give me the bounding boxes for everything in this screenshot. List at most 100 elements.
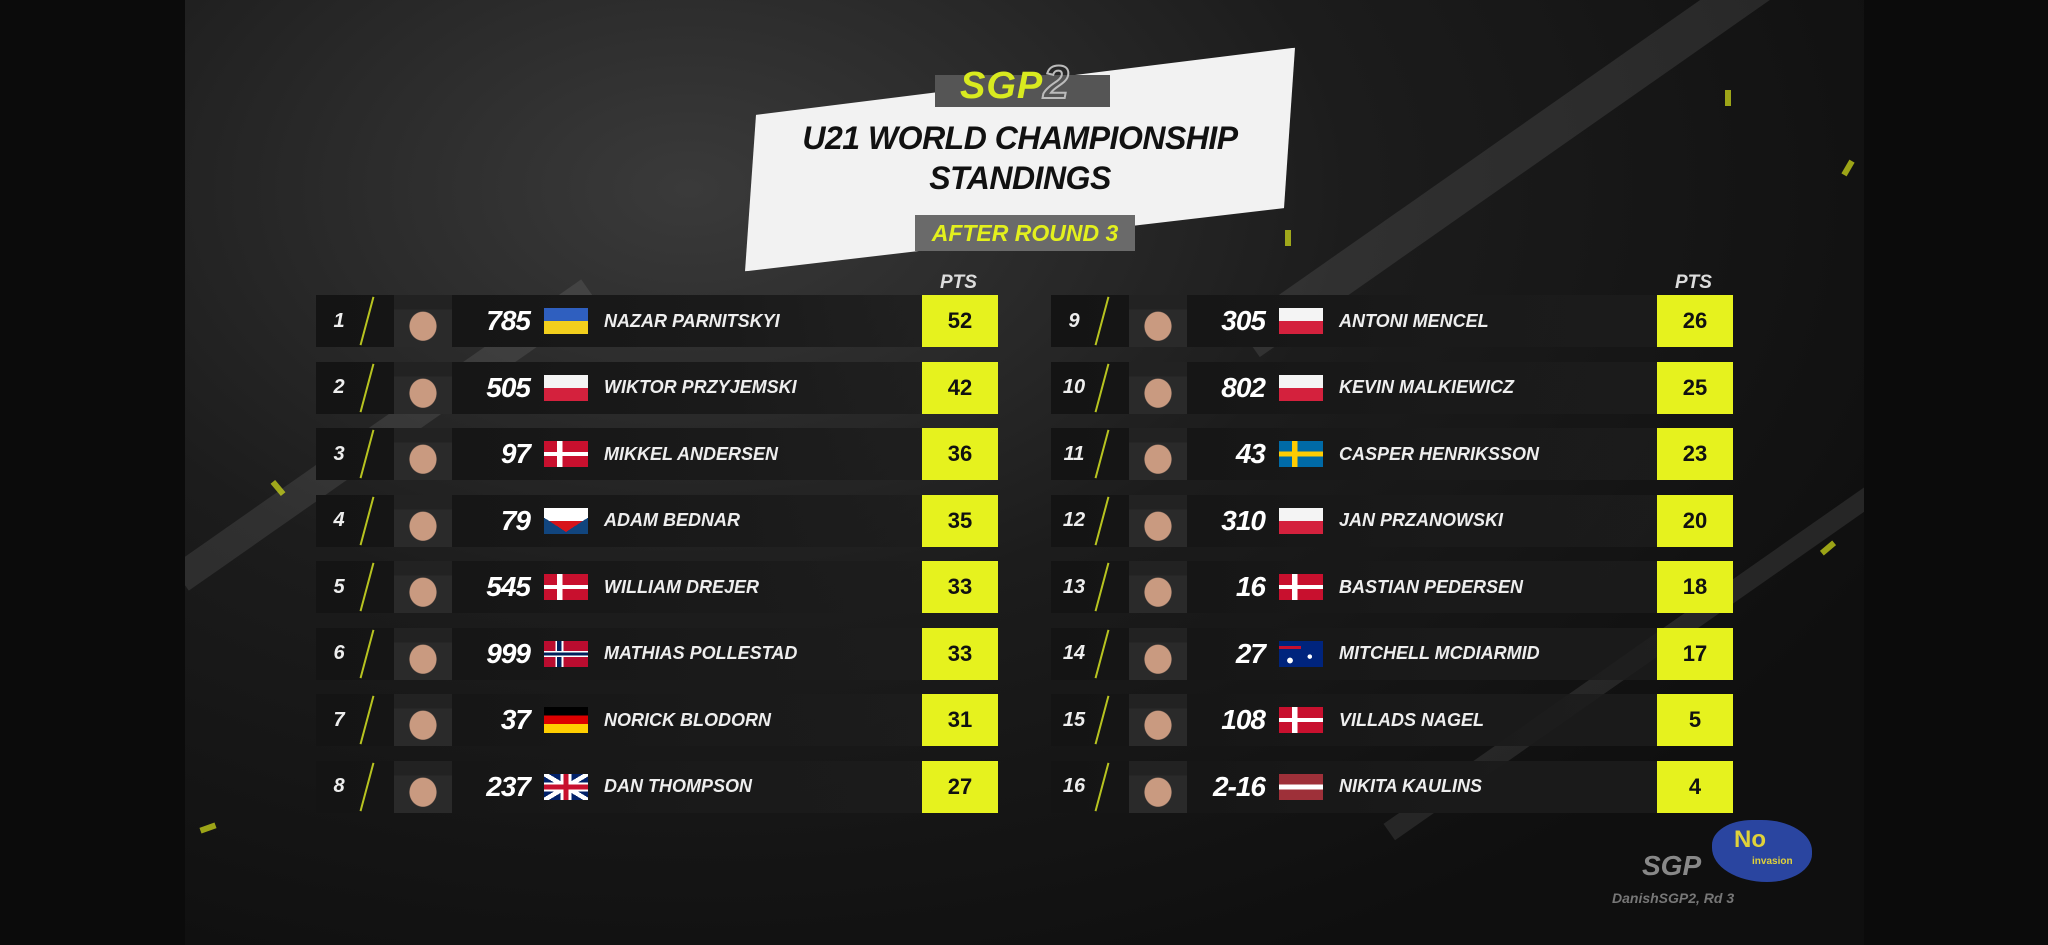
standings-row: 8 237 DAN THOMPSON 27 <box>316 760 998 813</box>
points-badge: 42 <box>922 361 998 414</box>
rider-photo <box>1129 561 1187 613</box>
rider-name: WIKTOR PRZYJEMSKI <box>604 377 797 397</box>
sweden-flag-icon <box>1279 441 1323 467</box>
rider-number: 108 <box>1221 704 1266 735</box>
sgp-watermark: SGP <box>1642 850 1702 881</box>
standings-row: 2 505 WIKTOR PRZYJEMSKI 42 <box>316 361 998 414</box>
position: 9 <box>1068 309 1080 332</box>
points-badge: 33 <box>922 561 998 613</box>
round-subtitle: AFTER ROUND 3 <box>915 215 1135 251</box>
position: 11 <box>1063 442 1085 465</box>
logo-bar <box>935 75 1110 107</box>
position: 8 <box>333 775 345 797</box>
points-badge: 36 <box>922 428 998 480</box>
rider-photo <box>394 561 452 613</box>
points-badge: 5 <box>1657 694 1733 746</box>
rider-name: ADAM BEDNAR <box>604 510 740 530</box>
no-invasion-badge: No invasion <box>1712 820 1812 882</box>
pts-header-left: PTS <box>940 272 977 293</box>
rider-photo <box>1129 494 1187 547</box>
pts-header-right: PTS <box>1675 272 1712 293</box>
position: 2 <box>333 376 345 398</box>
rider-photo <box>1129 627 1187 680</box>
rider-number: 802 <box>1221 371 1266 403</box>
rider-number: 37 <box>500 704 531 735</box>
rider-name: MIKKEL ANDERSEN <box>604 443 779 464</box>
latvia-flag-icon <box>1279 773 1323 800</box>
rider-name: WILLIAM DREJER <box>604 576 759 597</box>
rider-number: 237 <box>486 770 531 802</box>
standings-row: 5 545 WILLIAM DREJER 33 <box>316 561 998 613</box>
rider-photo <box>394 295 452 347</box>
rider-photo <box>394 627 452 680</box>
position: 3 <box>333 442 345 465</box>
points-badge: 31 <box>922 694 998 746</box>
denmark-flag-icon <box>1279 707 1323 733</box>
watermark-caption: DanishSGP2, Rd 3 <box>1612 890 1735 906</box>
rider-photo <box>394 760 452 813</box>
points-badge: 26 <box>1657 295 1733 347</box>
rider-number: 43 <box>1235 438 1266 469</box>
standings-row: 3 97 MIKKEL ANDERSEN 36 <box>316 428 998 480</box>
sgp2-logo: SGP2 <box>960 55 1070 109</box>
rider-name: MATHIAS POLLESTAD <box>604 643 798 663</box>
rider-photo <box>394 428 452 480</box>
poland-flag-icon <box>544 374 588 401</box>
rider-name: KEVIN MALKIEWICZ <box>1339 377 1514 397</box>
rider-photo <box>1129 295 1187 347</box>
rider-number: 79 <box>500 504 531 536</box>
points-badge: 25 <box>1657 361 1733 414</box>
rider-photo <box>1129 694 1187 746</box>
standings-row: 9 305 ANTONI MENCEL 26 <box>1051 295 1733 347</box>
standings-row: 7 37 NORICK BLODORN 31 <box>316 694 998 746</box>
czechia-flag-icon <box>544 507 588 534</box>
standings-row: 14 27 MITCHELL MCDIARMID 17 <box>1051 627 1733 680</box>
rider-name: BASTIAN PEDERSEN <box>1339 576 1524 597</box>
points-badge: 18 <box>1657 561 1733 613</box>
uk-flag-icon <box>544 773 588 800</box>
rider-photo <box>1129 361 1187 414</box>
standings-row: 6 999 MATHIAS POLLESTAD 33 <box>316 627 998 680</box>
standings-row: 11 43 CASPER HENRIKSSON 23 <box>1051 428 1733 480</box>
position: 7 <box>333 708 345 731</box>
position: 15 <box>1062 708 1086 731</box>
rider-number: 27 <box>1235 637 1266 669</box>
rider-number: 97 <box>500 438 531 469</box>
position: 6 <box>333 642 345 664</box>
rider-number: 2-16 <box>1212 770 1266 802</box>
position: 16 <box>1062 775 1086 797</box>
points-badge: 52 <box>922 295 998 347</box>
points-badge: 27 <box>922 760 998 813</box>
position: 13 <box>1062 575 1086 598</box>
points-badge: 23 <box>1657 428 1733 480</box>
rider-number: 505 <box>486 371 531 403</box>
denmark-flag-icon <box>1279 574 1323 600</box>
standings-row: 10 802 KEVIN MALKIEWICZ 25 <box>1051 361 1733 414</box>
points-badge: 35 <box>922 494 998 547</box>
rider-number: 305 <box>1221 305 1266 336</box>
rider-name: VILLADS NAGEL <box>1339 709 1485 730</box>
norway-flag-icon <box>544 640 588 667</box>
page-title: U21 WORLD CHAMPIONSHIP STANDINGS <box>802 120 1238 196</box>
poland-flag-icon <box>1279 507 1323 534</box>
rider-number: 999 <box>486 637 531 669</box>
standings-row: 4 79 ADAM BEDNAR 35 <box>316 494 998 547</box>
rider-photo <box>394 694 452 746</box>
rider-name: CASPER HENRIKSSON <box>1339 443 1540 464</box>
rider-name: DAN THOMPSON <box>604 776 752 796</box>
rider-name: NAZAR PARNITSKYI <box>604 310 780 331</box>
rider-name: NIKITA KAULINS <box>1339 776 1482 796</box>
points-badge: 17 <box>1657 627 1733 680</box>
standings-row: 1 785 NAZAR PARNITSKYI 52 <box>316 295 998 347</box>
standings-row: 13 16 BASTIAN PEDERSEN 18 <box>1051 561 1733 613</box>
standings-row: 12 310 JAN PRZANOWSKI 20 <box>1051 494 1733 547</box>
standings-row: 15 108 VILLADS NAGEL 5 <box>1051 694 1733 746</box>
germany-flag-icon <box>544 707 588 733</box>
rider-name: MITCHELL MCDIARMID <box>1339 643 1540 663</box>
position: 10 <box>1062 376 1086 398</box>
position: 5 <box>333 575 345 598</box>
rider-photo <box>394 361 452 414</box>
position: 1 <box>333 309 345 332</box>
position: 12 <box>1062 509 1086 531</box>
rider-number: 310 <box>1221 504 1266 536</box>
